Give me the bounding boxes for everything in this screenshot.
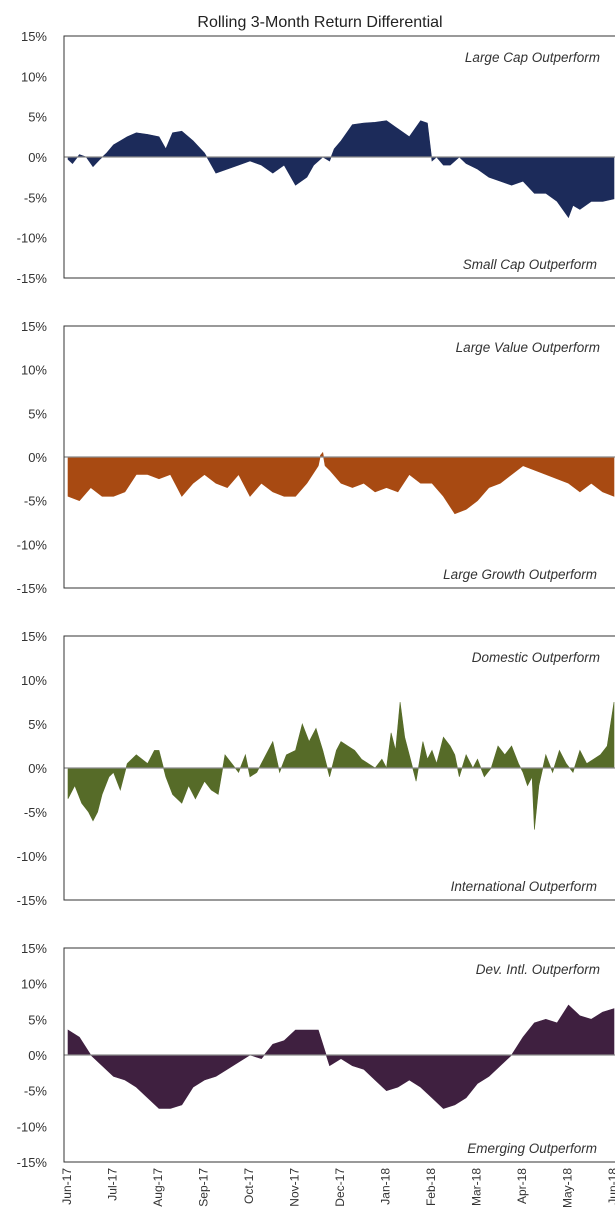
y-tick-label: -15% [17,893,48,908]
bottom-annotation: Emerging Outperform [467,1141,597,1156]
panel-3: 15% 10% 5% 0% -5% -10% -15% Domestic Outperform… [17,629,615,908]
y-tick-label: -5% [24,190,48,205]
series-area [67,701,615,830]
y-tick-label: 0% [28,761,47,776]
x-tick-label: Oct-17 [242,1168,256,1204]
y-tick-label: 15% [21,29,47,44]
chart-title: Rolling 3-Month Return Differential [197,14,442,31]
y-tick-label: 5% [28,406,47,421]
y-tick-label: -5% [24,494,48,509]
y-tick-label: -10% [17,1119,48,1134]
y-tick-label: 10% [21,363,47,378]
x-tick-label: Jul-17 [106,1168,120,1201]
y-tick-label: -15% [17,581,48,596]
y-tick-label: -10% [17,231,48,246]
y-tick-label: 5% [28,1012,47,1027]
x-tick-label: Nov-17 [288,1168,302,1207]
y-tick-label: 15% [21,941,47,956]
panel-frame [63,325,615,589]
panel-2: 15% 10% 5% 0% -5% -10% -15% Large Value Outperf… [17,319,615,596]
series-area [67,451,615,515]
x-axis: Jun-17 Jul-17 Aug-17 Sep-17 Oct-17 Nov-17 Dec-… [60,1168,615,1208]
y-tick-label: 0% [28,1048,47,1063]
y-tick-label: -5% [24,1084,48,1099]
x-tick-label: Feb-18 [424,1168,438,1206]
x-tick-label: Mar-18 [470,1168,484,1206]
y-tick-label: -15% [17,1155,48,1170]
y-tick-label: 5% [28,110,47,125]
top-annotation: Dev. Intl. Outperform [476,962,600,977]
y-tick-label: -5% [24,805,48,820]
y-tick-label: 15% [21,319,47,334]
y-tick-label: 15% [21,629,47,644]
top-annotation: Large Cap Outperform [465,50,600,65]
x-tick-label: Aug-17 [151,1168,165,1207]
series-area [67,120,615,219]
y-tick-label: -10% [17,849,48,864]
y-tick-label: 10% [21,673,47,688]
x-tick-label: Apr-18 [515,1168,529,1204]
panels: 15% 10% 5% 0% -5% -10% -15% Large Cap Outperfor… [17,29,615,1170]
panel-1: 15% 10% 5% 0% -5% -10% -15% Large Cap Outperfor… [17,29,615,286]
x-tick-label: May-18 [561,1168,575,1208]
top-annotation: Large Value Outperform [456,340,600,355]
x-tick-label: Dec-17 [333,1168,347,1207]
bottom-annotation: Large Growth Outperform [443,567,597,582]
y-tick-label: 0% [28,150,47,165]
panel-4: 15% 10% 5% 0% -5% -10% -15% Dev. Intl. Outperfo… [17,941,615,1170]
x-tick-label: Jun-18 [606,1168,615,1205]
panel-frame [63,635,615,901]
x-tick-label: Jun-17 [60,1168,74,1205]
y-tick-label: 0% [28,450,47,465]
x-tick-label: Jan-18 [379,1168,393,1205]
y-tick-label: 10% [21,977,47,992]
x-tick-label: Sep-17 [197,1168,211,1207]
top-annotation: Domestic Outperform [472,650,600,665]
series-area [67,1004,615,1109]
y-tick-label: -15% [17,271,48,286]
panel-frame [63,35,615,279]
y-tick-label: 5% [28,717,47,732]
bottom-annotation: Small Cap Outperform [463,257,597,272]
y-tick-label: -10% [17,537,48,552]
panel-frame [63,947,615,1163]
bottom-annotation: International Outperform [451,879,597,894]
y-tick-label: 10% [21,69,47,84]
